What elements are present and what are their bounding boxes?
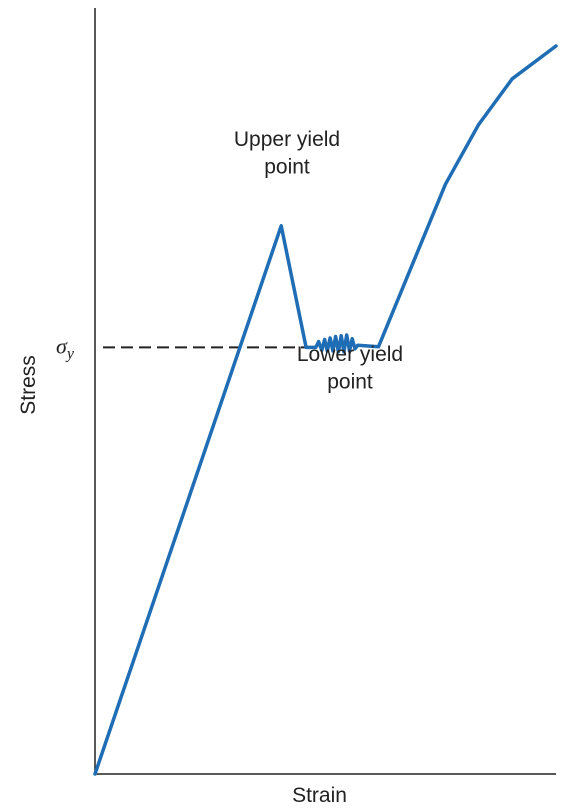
svg-text:σy: σy [56, 333, 75, 362]
x-axis-label: Strain [292, 784, 347, 807]
ann-upper-line-0: Upper yield [234, 128, 340, 151]
sigma-y-label: σy [56, 333, 75, 362]
upper-yield-point-annotation: Upper yield point [234, 128, 340, 178]
ann-lower-line-1: point [327, 370, 373, 393]
lower-yield-point-annotation: Lower yield point [297, 343, 403, 393]
stress-strain-curve [93, 44, 558, 776]
axes [94, 8, 556, 775]
sigma-y-subscript: y [65, 345, 75, 362]
y-axis-label: Stress [17, 355, 40, 415]
ann-lower-line-0: Lower yield [297, 343, 403, 366]
ann-upper-line-1: point [264, 155, 310, 178]
